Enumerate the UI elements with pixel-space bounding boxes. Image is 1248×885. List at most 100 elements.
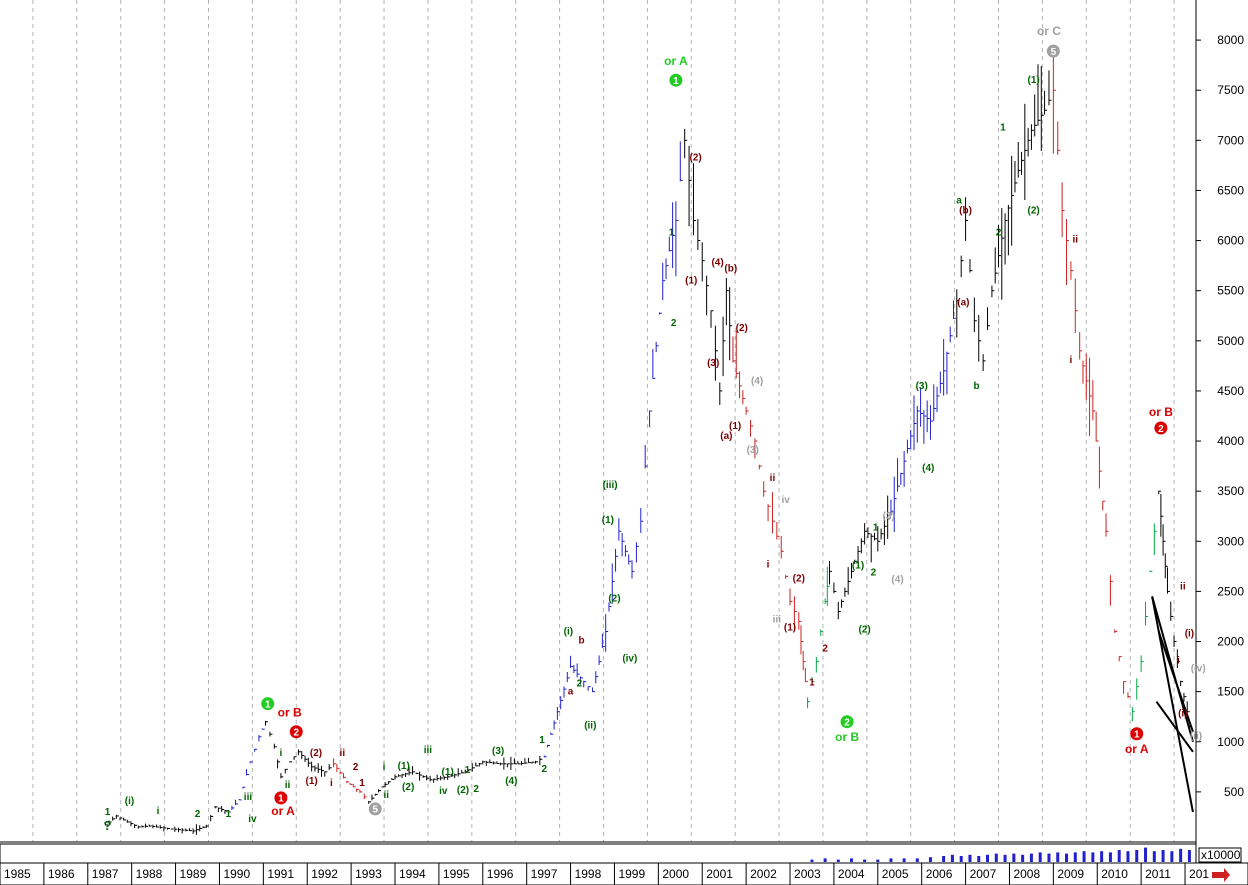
trendline xyxy=(1155,701,1194,753)
wave-label: 2 xyxy=(577,679,583,690)
wave-label: b xyxy=(578,636,584,647)
volume-bar xyxy=(968,854,972,862)
time-axis: 1985 1986 1987 1988 1989 1990 1991 1992 1993 1994… xyxy=(0,862,1248,885)
wave-label: 2 xyxy=(844,718,850,729)
wave-label-circle xyxy=(289,725,303,739)
year-label: 1987 xyxy=(92,867,119,881)
wave-label: i xyxy=(157,806,160,817)
wave-label: ii xyxy=(770,473,776,484)
wave-label: iii xyxy=(773,614,782,625)
wave-label: (3) xyxy=(916,381,928,392)
wave-label: i xyxy=(1070,355,1073,366)
wave-label: (3) xyxy=(883,511,895,522)
wave-label: (2) xyxy=(793,573,805,584)
price-tick-label: 6000 xyxy=(1217,234,1244,248)
wave-label: i xyxy=(767,559,770,570)
arrow-icon xyxy=(1212,868,1230,882)
wave-label: (4) xyxy=(751,376,763,387)
wave-label-circle xyxy=(368,802,382,816)
year-label: 2001 xyxy=(706,867,733,881)
volume-bar xyxy=(1108,852,1112,862)
wave-label: iv xyxy=(781,495,790,506)
year-label: 1996 xyxy=(487,867,514,881)
volume-bar xyxy=(849,858,853,862)
volume-bar xyxy=(994,853,998,862)
volume-unit-box xyxy=(1198,847,1242,863)
wave-label: (a) xyxy=(720,431,732,442)
price-tick-label: 2500 xyxy=(1217,584,1244,598)
wave-label: 2 xyxy=(293,728,299,739)
wave-label: or A xyxy=(1125,742,1149,756)
wave-label: (2) xyxy=(310,748,322,759)
wave-label: or A xyxy=(664,54,688,68)
wave-label: (2) xyxy=(402,782,414,793)
wave-label: 2 xyxy=(473,784,479,795)
wave-label-circle xyxy=(840,715,854,729)
price-tick-label: 5000 xyxy=(1217,334,1244,348)
wave-label: 1 xyxy=(809,678,815,689)
wave-label: ii xyxy=(383,790,389,801)
wave-label: (iv) xyxy=(1191,664,1206,675)
year-label: 1986 xyxy=(48,867,75,881)
wave-label: a xyxy=(568,687,574,698)
wave-label: i xyxy=(383,762,386,773)
volume-bar xyxy=(1073,852,1077,862)
volume-panel xyxy=(0,843,1197,865)
year-label: 2007 xyxy=(970,867,997,881)
wave-label: (1) xyxy=(852,560,864,571)
wave-label: (1) xyxy=(398,761,410,772)
wave-label: (4) xyxy=(505,776,517,787)
price-tick-label: 4500 xyxy=(1217,384,1244,398)
wave-label: (2) xyxy=(1027,206,1039,217)
volume-bars xyxy=(0,843,1197,865)
wave-label: (2) xyxy=(690,152,702,163)
wave-label: or C xyxy=(1037,24,1061,38)
price-tick-label: 2000 xyxy=(1217,635,1244,649)
volume-bar xyxy=(1170,851,1174,862)
volume-bar xyxy=(950,854,954,862)
wave-label: (b) xyxy=(724,264,737,275)
volume-bar xyxy=(876,859,880,862)
volume-bar xyxy=(1003,854,1007,862)
wave-label: 2 xyxy=(996,228,1002,239)
wave-label: (i) xyxy=(1178,709,1187,720)
grid-lines xyxy=(0,0,1197,846)
year-label: 1988 xyxy=(136,867,163,881)
wave-label-circle xyxy=(669,73,683,87)
price-tick-label: 8000 xyxy=(1217,33,1244,47)
wave-label: (1) xyxy=(729,421,741,432)
volume-bar xyxy=(1135,850,1139,862)
year-label: 1999 xyxy=(618,867,645,881)
volume-bar xyxy=(1187,850,1191,862)
volume-bar xyxy=(977,856,981,862)
price-tick-label: 6500 xyxy=(1217,183,1244,197)
volume-bar xyxy=(959,856,963,862)
trendlines xyxy=(1151,596,1194,813)
wave-label: (2) xyxy=(608,593,620,604)
wave-label: 5 xyxy=(1051,47,1057,58)
wave-label: 1 xyxy=(673,76,679,87)
wave-label: (2) xyxy=(736,323,748,334)
year-label: 1985 xyxy=(4,867,31,881)
wave-label-circle xyxy=(1154,421,1168,435)
wave-label: i xyxy=(280,748,283,759)
wave-label: or B xyxy=(835,730,859,744)
wave-label: 1 xyxy=(278,794,284,805)
volume-bar xyxy=(1047,853,1051,862)
wave-label: (a) xyxy=(957,298,969,309)
corner-icon[interactable] xyxy=(1212,868,1230,882)
wave-label-circle xyxy=(1130,727,1144,741)
wave-label: (1) xyxy=(784,622,796,633)
wave-label-circle xyxy=(274,791,288,805)
year-label: 2010 xyxy=(1101,867,1128,881)
wave-label: iv xyxy=(439,786,448,797)
year-label: 2011 xyxy=(1145,867,1171,881)
year-label: 1995 xyxy=(443,867,470,881)
wave-label: 1 xyxy=(465,765,471,776)
wave-label: 1 xyxy=(1000,122,1006,133)
year-label: 2000 xyxy=(662,867,689,881)
price-tick-label: 7000 xyxy=(1217,133,1244,147)
wave-label: (1) xyxy=(306,776,318,787)
price-tick-label: 1500 xyxy=(1217,685,1244,699)
